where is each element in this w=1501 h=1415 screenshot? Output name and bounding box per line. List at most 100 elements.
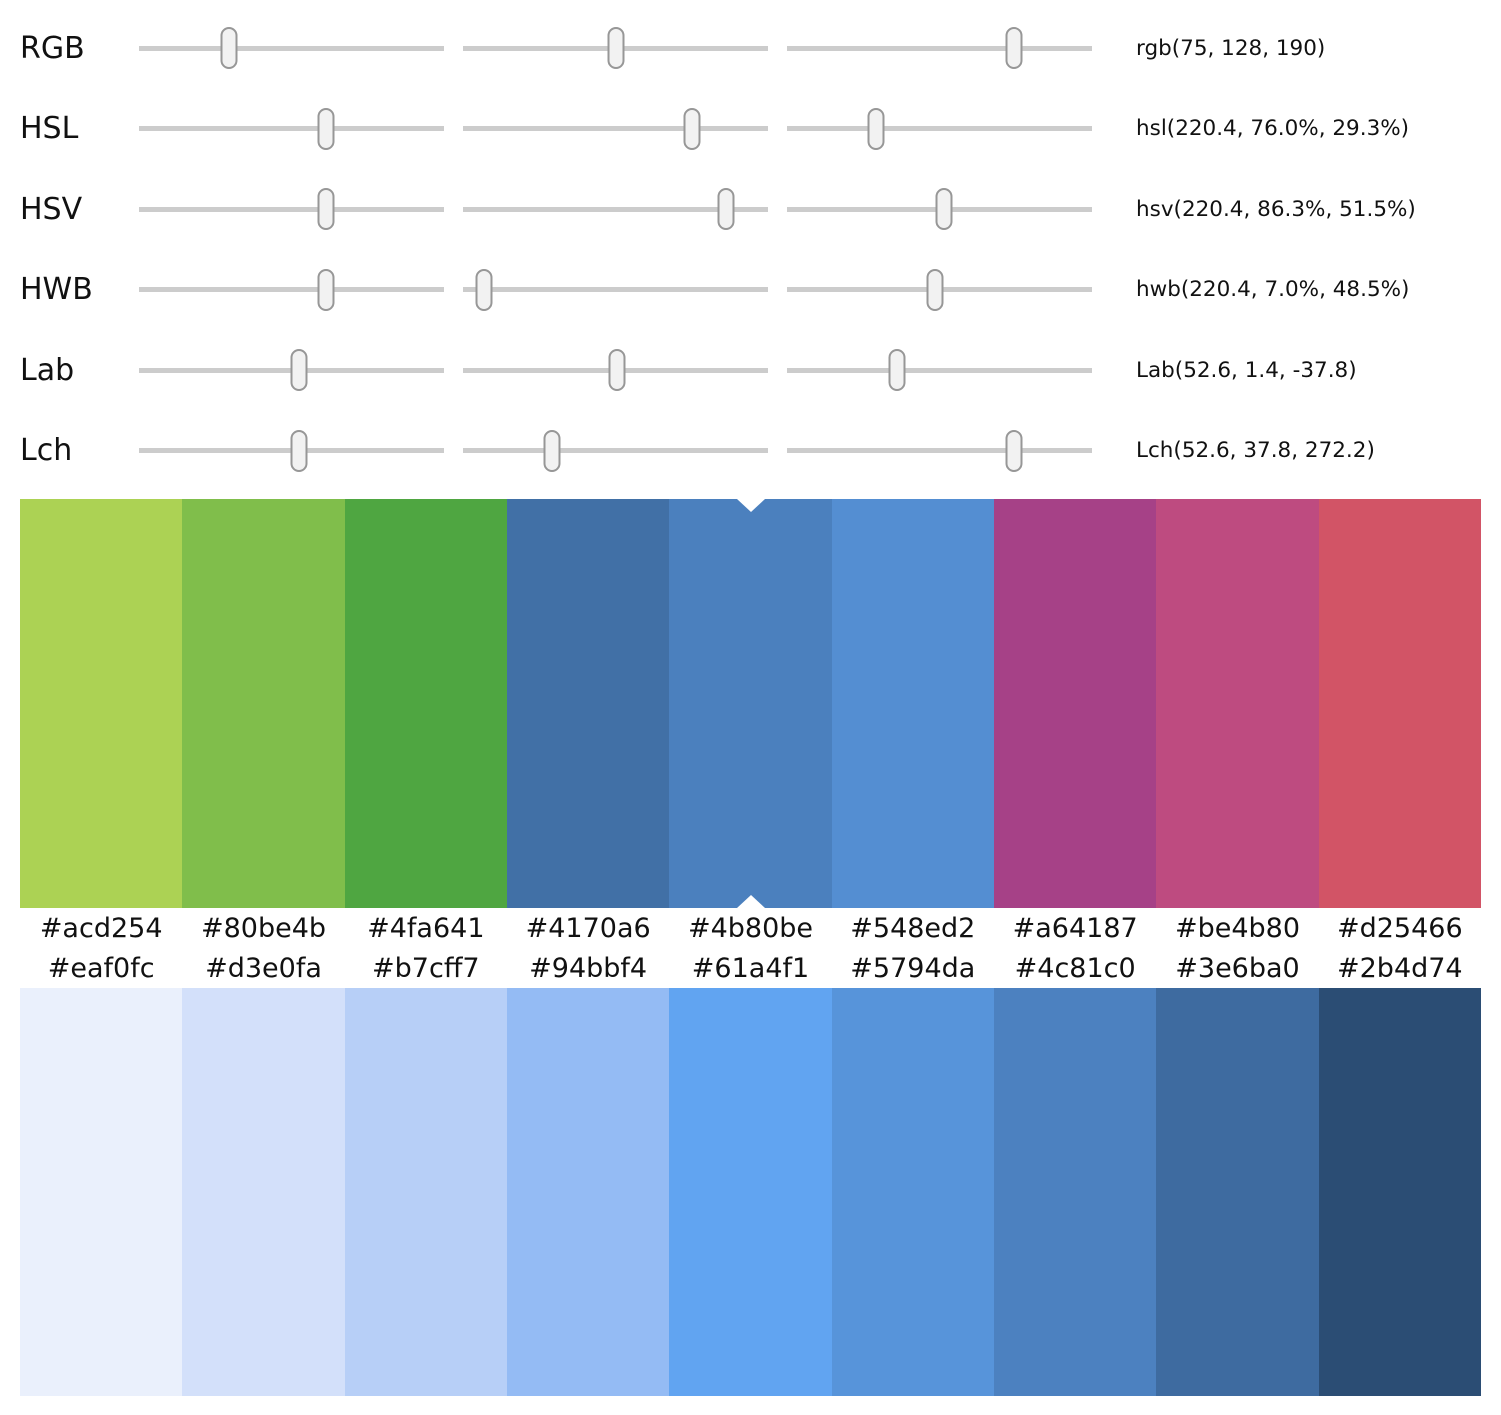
- slider-thumb[interactable]: [290, 429, 308, 472]
- scale-hex-labels: #eaf0fc #d3e0fa #b7cff7 #94bbf4 #61a4f1 …: [20, 948, 1481, 988]
- hsl-value-text: hsl(220.4, 76.0%, 29.3%): [1136, 116, 1410, 142]
- slider-thumb[interactable]: [317, 268, 335, 311]
- slider-thumb[interactable]: [607, 27, 625, 70]
- lch-lightness-slider[interactable]: [139, 427, 444, 475]
- slider-thumb[interactable]: [888, 349, 906, 392]
- harmony-hex-label: #80be4b: [200, 912, 327, 944]
- lab-lightness-slider[interactable]: [139, 346, 444, 394]
- slider-track: [787, 126, 1092, 132]
- slider-row-label: RGB: [20, 30, 85, 66]
- scale-hex-label: #2b4d74: [1337, 952, 1463, 984]
- harmony-swatch-1[interactable]: [182, 499, 345, 908]
- slider-row-lab: Lab Lab(52.6, 1.4, -37.8): [20, 330, 1501, 411]
- slider-thumb[interactable]: [220, 27, 238, 70]
- scale-swatch-0[interactable]: [20, 988, 183, 1396]
- color-sliders-panel: RGB rgb(75, 128, 190) HSL hsl(220.4,: [0, 0, 1501, 491]
- scale-swatch-8[interactable]: [1318, 988, 1481, 1396]
- lch-hue-slider[interactable]: [787, 427, 1092, 475]
- harmony-swatch-3[interactable]: [506, 499, 670, 908]
- lab-a-slider[interactable]: [463, 346, 768, 394]
- slider-thumb[interactable]: [935, 188, 953, 231]
- slider-thumb[interactable]: [317, 107, 335, 150]
- lch-value-text: Lch(52.6, 37.8, 272.2): [1136, 438, 1375, 464]
- slider-thumb[interactable]: [1005, 27, 1023, 70]
- slider-thumb[interactable]: [608, 349, 626, 392]
- slider-track: [139, 206, 444, 212]
- scale-swatch-4[interactable]: [669, 988, 832, 1396]
- slider-thumb[interactable]: [543, 429, 561, 472]
- harmony-swatch-7[interactable]: [1156, 499, 1319, 908]
- slider-track: [463, 448, 768, 454]
- harmony-hex-label: #548ed2: [850, 912, 976, 944]
- scale-hex-label: #b7cff7: [372, 952, 480, 984]
- slider-thumb[interactable]: [475, 268, 493, 311]
- hwb-blackness-slider[interactable]: [787, 266, 1092, 314]
- rgb-green-slider[interactable]: [463, 24, 768, 72]
- slider-row-label: HSV: [20, 191, 83, 227]
- slider-thumb[interactable]: [867, 107, 885, 150]
- slider-row-hwb: HWB hwb(220.4, 7.0%, 48.5%): [20, 250, 1501, 331]
- scale-hex-label: #eaf0fc: [47, 952, 155, 984]
- slider-thumb[interactable]: [290, 349, 308, 392]
- slider-thumb[interactable]: [683, 107, 701, 150]
- harmony-hex-labels: #acd254 #80be4b #4fa641 #4170a6 #4b80be …: [20, 908, 1481, 948]
- scale-swatch-2[interactable]: [344, 988, 507, 1396]
- harmony-swatch-8[interactable]: [1318, 499, 1481, 908]
- hsl-lightness-slider[interactable]: [787, 105, 1092, 153]
- harmony-swatch-2[interactable]: [344, 499, 507, 908]
- slider-track: [463, 287, 768, 293]
- slider-track: [463, 206, 768, 212]
- slider-track: [787, 367, 1092, 373]
- slider-row-label: Lab: [20, 352, 75, 388]
- hsv-value-text: hsv(220.4, 86.3%, 51.5%): [1136, 196, 1416, 222]
- rgb-red-slider[interactable]: [139, 24, 444, 72]
- hsl-saturation-slider[interactable]: [463, 105, 768, 153]
- hsv-value-slider[interactable]: [787, 185, 1092, 233]
- scale-swatch-1[interactable]: [182, 988, 345, 1396]
- slider-track: [787, 45, 1092, 51]
- slider-thumb[interactable]: [1005, 429, 1023, 472]
- harmony-hex-label: #4b80be: [687, 912, 814, 944]
- scale-swatch-5[interactable]: [831, 988, 994, 1396]
- slider-track: [463, 126, 768, 132]
- scale-swatch-6[interactable]: [993, 988, 1157, 1396]
- harmony-hex-label: #4fa641: [367, 912, 485, 944]
- slider-thumb[interactable]: [317, 188, 335, 231]
- harmony-palette: [20, 499, 1481, 908]
- harmony-swatch-0[interactable]: [20, 499, 183, 908]
- slider-track: [139, 45, 444, 51]
- hsv-hue-slider[interactable]: [139, 185, 444, 233]
- harmony-hex-label: #d25466: [1336, 912, 1463, 944]
- hwb-whiteness-slider[interactable]: [463, 266, 768, 314]
- scale-hex-label: #94bbf4: [529, 952, 648, 984]
- rgb-blue-slider[interactable]: [787, 24, 1092, 72]
- slider-row-lch: Lch Lch(52.6, 37.8, 272.2): [20, 411, 1501, 492]
- rgb-value-text: rgb(75, 128, 190): [1136, 35, 1326, 61]
- scale-hex-label: #61a4f1: [691, 952, 810, 984]
- scale-hex-label: #4c81c0: [1014, 952, 1136, 984]
- scale-hex-label: #3e6ba0: [1175, 952, 1300, 984]
- slider-row-rgb: RGB rgb(75, 128, 190): [20, 8, 1501, 89]
- slider-thumb[interactable]: [926, 268, 944, 311]
- lab-value-text: Lab(52.6, 1.4, -37.8): [1136, 357, 1357, 383]
- harmony-swatch-5[interactable]: [831, 499, 994, 908]
- harmony-hex-label: #acd254: [39, 912, 163, 944]
- lab-b-slider[interactable]: [787, 346, 1092, 394]
- scale-hex-label: #d3e0fa: [205, 952, 322, 984]
- hwb-hue-slider[interactable]: [139, 266, 444, 314]
- slider-thumb[interactable]: [717, 188, 735, 231]
- slider-row-hsl: HSL hsl(220.4, 76.0%, 29.3%): [20, 89, 1501, 170]
- slider-track: [787, 448, 1092, 454]
- lch-chroma-slider[interactable]: [463, 427, 768, 475]
- scale-swatch-3[interactable]: [506, 988, 670, 1396]
- hsv-saturation-slider[interactable]: [463, 185, 768, 233]
- harmony-swatch-4-selected[interactable]: [669, 499, 832, 908]
- slider-row-label: Lch: [20, 433, 73, 469]
- harmony-hex-label: #be4b80: [1174, 912, 1301, 944]
- slider-row-hsv: HSV hsv(220.4, 86.3%, 51.5%): [20, 169, 1501, 250]
- slider-row-label: HWB: [20, 272, 93, 308]
- slider-track: [139, 287, 444, 293]
- harmony-swatch-6[interactable]: [993, 499, 1157, 908]
- scale-swatch-7[interactable]: [1156, 988, 1319, 1396]
- hsl-hue-slider[interactable]: [139, 105, 444, 153]
